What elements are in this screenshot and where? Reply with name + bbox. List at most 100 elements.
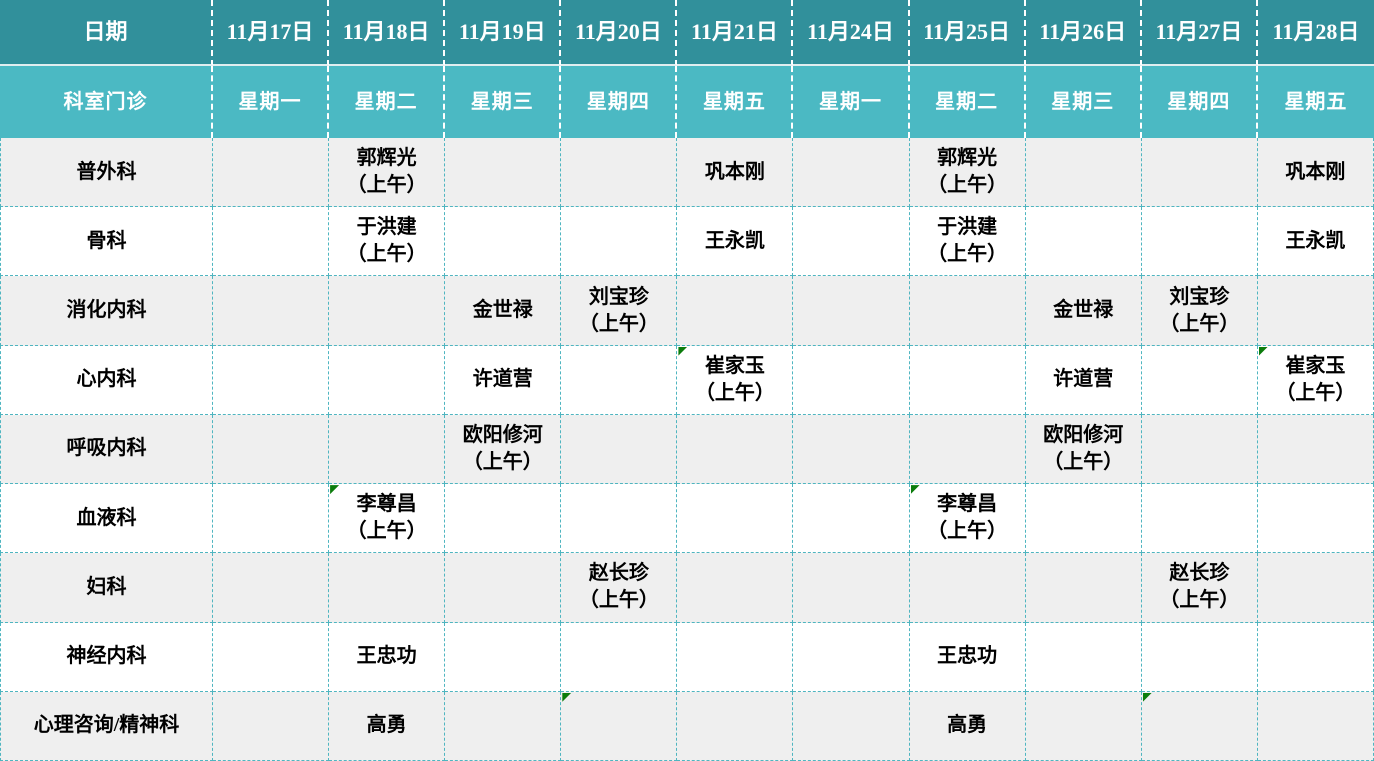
department-row-label: 神经内科 [0,622,213,692]
schedule-cell: 刘宝珍 （上午） [1141,276,1258,346]
schedule-cell [213,484,330,554]
schedule-cell: 高勇 [909,691,1026,761]
department-row-label: 普外科 [0,138,213,208]
schedule-cell [793,484,910,554]
schedule-cell [445,207,562,277]
weekday-header-cell: 星期五 [677,66,794,138]
schedule-cell [445,484,562,554]
schedule-cell [213,414,330,485]
date-header-cell: 11月27日 [1141,0,1258,66]
department-row-label: 心理咨询/精神科 [0,691,213,761]
date-header-cell: 11月28日 [1257,0,1374,66]
schedule-cell: 于洪建 （上午） [329,207,446,277]
department-row-label: 骨科 [0,207,213,277]
weekday-header-cell: 星期三 [1025,66,1142,138]
schedule-cell [561,691,678,761]
schedule-cell [793,345,910,415]
schedule-cell [1141,207,1258,277]
schedule-cell [329,414,446,485]
date-header-cell: 11月17日 [213,0,330,66]
schedule-cell [213,207,330,277]
schedule-cell: 王永凯 [1257,207,1374,277]
schedule-cell [213,345,330,415]
schedule-cell [561,207,678,277]
comment-indicator-icon [1142,692,1152,702]
schedule-cell [1257,622,1374,692]
schedule-cell: 崔家玉 （上午） [1257,345,1374,415]
schedule-cell [1025,138,1142,208]
schedule-cell [677,414,794,485]
department-row-label: 妇科 [0,553,213,623]
schedule-cell [445,691,562,761]
schedule-cell: 许道营 [445,345,562,415]
schedule-cell: 赵长珍 （上午） [561,553,678,623]
schedule-cell: 崔家玉 （上午） [677,345,794,415]
schedule-cell [445,553,562,623]
date-header-cell: 11月19日 [445,0,562,66]
comment-indicator-icon [678,346,688,356]
schedule-cell [329,553,446,623]
schedule-cell: 欧阳修河 （上午） [445,414,562,485]
weekday-header-cell: 星期四 [1141,66,1258,138]
date-header-cell: 11月24日 [793,0,910,66]
schedule-cell [561,414,678,485]
schedule-cell [561,138,678,208]
schedule-cell [213,553,330,623]
schedule-cell [793,553,910,623]
schedule-cell [1025,207,1142,277]
comment-indicator-icon [562,692,572,702]
weekday-header-cell: 星期二 [909,66,1026,138]
schedule-cell [793,207,910,277]
schedule-cell [793,276,910,346]
schedule-cell: 高勇 [329,691,446,761]
schedule-cell [677,691,794,761]
schedule-cell [561,345,678,415]
schedule-cell [1141,138,1258,208]
schedule-cell: 金世禄 [445,276,562,346]
schedule-cell [909,414,1026,485]
schedule-cell [213,276,330,346]
schedule-cell [1257,484,1374,554]
schedule-cell: 郭辉光 （上午） [909,138,1026,208]
schedule-cell [909,276,1026,346]
schedule-cell [1257,414,1374,485]
schedule-cell [1025,691,1142,761]
comment-indicator-icon [910,485,920,495]
schedule-cell [1257,553,1374,623]
date-header-cell: 11月25日 [909,0,1026,66]
schedule-cell [1141,622,1258,692]
schedule-cell [793,622,910,692]
schedule-cell: 李尊昌 （上午） [909,484,1026,554]
schedule-cell [329,345,446,415]
schedule-cell: 许道营 [1025,345,1142,415]
schedule-cell: 王永凯 [677,207,794,277]
schedule-cell [1141,484,1258,554]
department-row-label: 呼吸内科 [0,414,213,485]
date-header-cell: 11月21日 [677,0,794,66]
schedule-cell: 李尊昌 （上午） [329,484,446,554]
schedule-cell [213,691,330,761]
schedule-cell [677,276,794,346]
date-header-label: 日期 [0,0,213,66]
schedule-cell [445,622,562,692]
weekday-header-cell: 星期五 [1257,66,1374,138]
weekday-header-cell: 星期二 [329,66,446,138]
schedule-cell [561,484,678,554]
schedule-cell [1141,691,1258,761]
schedule-cell [1141,414,1258,485]
schedule-cell: 郭辉光 （上午） [329,138,446,208]
schedule-cell [213,622,330,692]
department-row-label: 消化内科 [0,276,213,346]
schedule-cell [1025,484,1142,554]
schedule-cell [677,553,794,623]
schedule-cell [1025,622,1142,692]
schedule-cell [1141,345,1258,415]
department-row-label: 血液科 [0,484,213,554]
department-header-label: 科室门诊 [0,66,213,138]
date-header-cell: 11月26日 [1025,0,1142,66]
schedule-cell: 赵长珍 （上午） [1141,553,1258,623]
schedule-cell: 欧阳修河 （上午） [1025,414,1142,485]
schedule-cell: 刘宝珍 （上午） [561,276,678,346]
schedule-cell [1257,276,1374,346]
